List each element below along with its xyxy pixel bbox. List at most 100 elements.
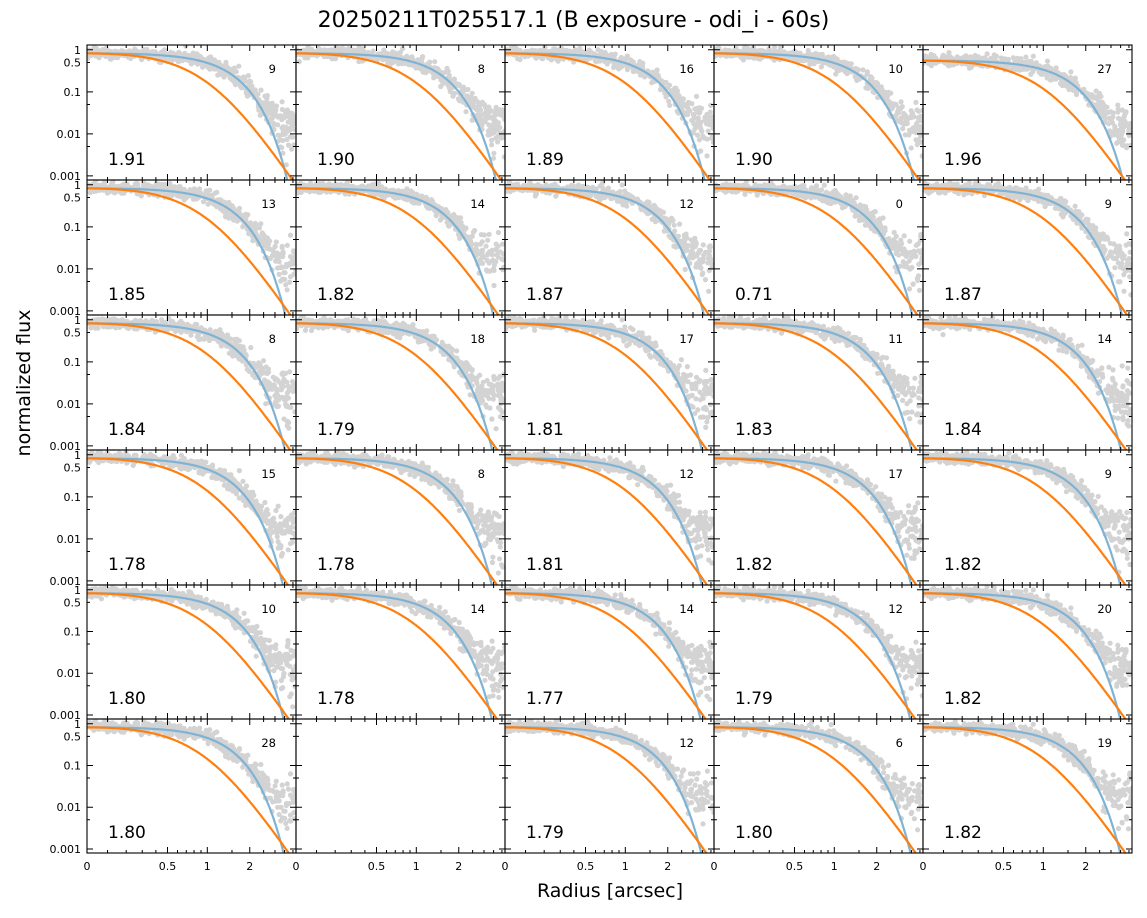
panel-20: 1.829 [921, 450, 1135, 598]
star-count-label: 9 [269, 62, 276, 76]
x-tick-label: 0.5 [995, 860, 1013, 873]
fwhm-label: 1.82 [944, 689, 982, 709]
star-count-label: 17 [679, 332, 694, 346]
x-tick-label: 0 [84, 860, 91, 873]
fwhm-label: 1.82 [317, 285, 355, 305]
fwhm-label: 1.78 [317, 555, 355, 575]
model-core-line [87, 53, 296, 192]
model-core-line [296, 53, 505, 192]
panel-4: 1.90 10 [711, 44, 925, 192]
x-tick-label: 2 [455, 860, 462, 873]
data-points [293, 179, 506, 288]
x-tick-label: 1 [204, 860, 211, 873]
star-count-label: 8 [478, 62, 485, 76]
y-tick-label: 0.01 [57, 128, 82, 141]
y-tick-label: 0.01 [57, 667, 82, 680]
x-tick-label: 0.5 [786, 860, 804, 873]
fwhm-label: 1.82 [944, 823, 982, 843]
star-count-label: 9 [1105, 467, 1112, 481]
data-points [712, 718, 924, 832]
star-count-label: 13 [261, 197, 276, 211]
fwhm-label: 1.79 [526, 823, 564, 843]
y-tick-label: 0.1 [64, 625, 82, 638]
star-count-label: 14 [679, 602, 694, 616]
panel-10: 1.879 [922, 180, 1135, 328]
star-count-label: 0 [896, 197, 903, 211]
y-tick-label: 0.5 [64, 596, 82, 609]
y-tick-label: 0.01 [57, 533, 82, 546]
star-count-label: 10 [261, 602, 276, 616]
y-tick-label: 0.1 [64, 221, 82, 234]
y-tick-label: 0.1 [64, 86, 82, 99]
star-count-label: 19 [1097, 736, 1112, 750]
star-count-label: 27 [1097, 62, 1112, 76]
data-points [85, 316, 299, 431]
fwhm-label: 1.89 [526, 150, 564, 170]
fwhm-label: 1.78 [108, 555, 146, 575]
x-tick-label: 2 [246, 860, 253, 873]
star-count-label: 15 [261, 467, 276, 481]
panel-15: 1.84 14 [921, 315, 1134, 463]
x-tick-label: 2 [664, 860, 671, 873]
y-tick-label: 0.01 [57, 801, 82, 814]
y-tick-label: 0.1 [64, 491, 82, 504]
fwhm-label: 1.90 [317, 150, 355, 170]
y-tick-label: 1 [74, 449, 81, 462]
star-count-label: 28 [261, 736, 276, 750]
star-count-label: 8 [478, 467, 485, 481]
fwhm-label: 1.90 [735, 150, 773, 170]
data-points [84, 43, 298, 167]
fwhm-label: 1.84 [944, 420, 982, 440]
x-tick-label: 0.5 [577, 860, 595, 873]
panel-5: 1.96 27 [921, 45, 1133, 193]
fwhm-label: 1.96 [944, 150, 982, 170]
y-tick-label: 1 [74, 179, 81, 192]
y-tick-label: 0.1 [64, 356, 82, 369]
star-count-label: 14 [470, 602, 485, 616]
fwhm-label: 1.83 [735, 420, 773, 440]
star-count-label: 12 [888, 602, 903, 616]
y-tick-label: 0.5 [64, 461, 82, 474]
star-count-label: 11 [888, 332, 903, 346]
fwhm-label: 1.77 [526, 689, 564, 709]
x-tick-label: 1 [1040, 860, 1047, 873]
data-points [711, 180, 925, 293]
x-tick-label: 2 [1082, 860, 1089, 873]
star-count-label: 14 [1097, 332, 1112, 346]
fwhm-label: 1.78 [317, 689, 355, 709]
panel-17: 1.78 8 [294, 449, 507, 598]
fwhm-label: 1.87 [944, 285, 982, 305]
model-core-line [923, 61, 1132, 193]
star-count-label: 8 [269, 332, 276, 346]
x-tick-label: 0 [293, 860, 300, 873]
y-tick-label: 0.5 [64, 730, 82, 743]
panel-27: 0 0.5 1 2 [293, 719, 506, 873]
star-count-label: 12 [679, 197, 694, 211]
ticks [296, 719, 505, 853]
star-count-label: 18 [470, 332, 485, 346]
y-tick-label: 0.1 [64, 759, 82, 772]
star-count-label: 10 [888, 62, 903, 76]
star-count-label: 12 [679, 467, 694, 481]
x-tick-label: 1 [413, 860, 420, 873]
panel-14: 1.83 11 [712, 313, 926, 462]
fwhm-label: 1.84 [108, 420, 146, 440]
x-tick-label: 0.5 [368, 860, 386, 873]
fwhm-label: 1.80 [108, 689, 146, 709]
y-tick-label: 1 [74, 314, 81, 327]
y-tick-label: 0.01 [57, 263, 82, 276]
